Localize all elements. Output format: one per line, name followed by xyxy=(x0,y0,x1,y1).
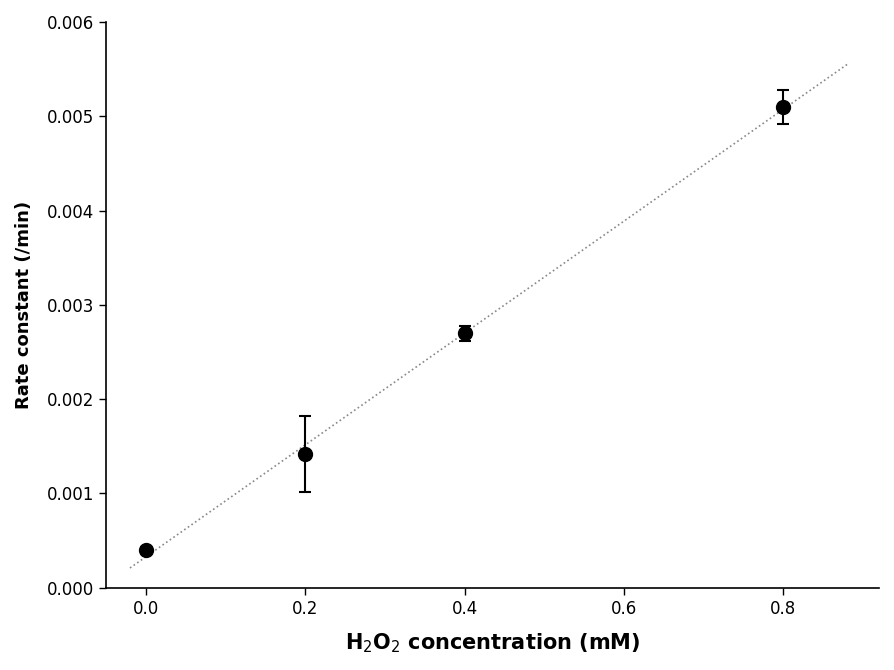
X-axis label: H$_2$O$_2$ concentration (mM): H$_2$O$_2$ concentration (mM) xyxy=(345,631,640,655)
Y-axis label: Rate constant (/min): Rate constant (/min) xyxy=(15,201,33,409)
